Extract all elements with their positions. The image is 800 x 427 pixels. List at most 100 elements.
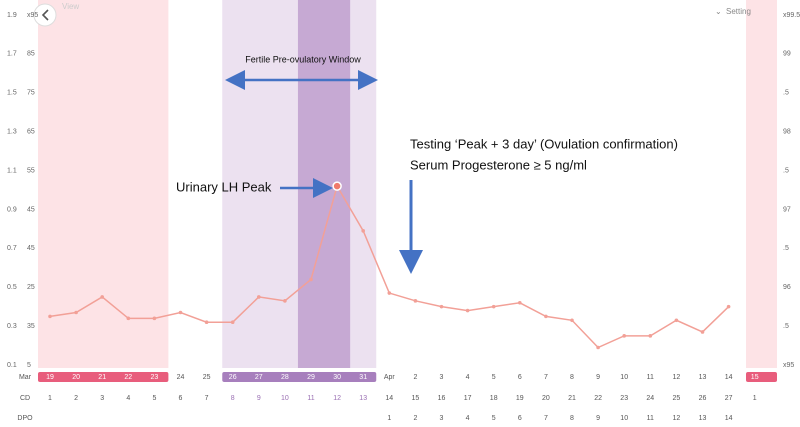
- cd-label: 4: [126, 395, 130, 402]
- cd-label: 6: [179, 395, 183, 402]
- cd-label: 27: [725, 395, 733, 402]
- dpo-label: 6: [518, 415, 522, 422]
- back-icon: [41, 9, 49, 21]
- y-scale-label: 25: [27, 284, 35, 291]
- cd-label: 14: [385, 395, 393, 402]
- date-label: 9: [596, 374, 600, 381]
- date-strip: [222, 372, 377, 382]
- y-tick-label: 0.9: [7, 206, 17, 213]
- lh-point: [204, 320, 209, 325]
- dpo-label: 5: [492, 415, 496, 422]
- y2-tick-label: .5: [783, 245, 789, 252]
- date-label: 16: [777, 374, 785, 381]
- y-scale-label: 55: [27, 167, 35, 174]
- cd-label: 1: [753, 395, 757, 402]
- cd-label: 22: [594, 395, 602, 402]
- month-label: Mar: [19, 374, 32, 381]
- y-scale-label: 65: [27, 129, 35, 136]
- cd-label: 5: [152, 395, 156, 402]
- y2-tick-label: 96: [783, 284, 791, 291]
- y-tick-label: 0.7: [7, 245, 17, 252]
- setting-button[interactable]: Setting: [726, 7, 751, 16]
- cd-label: 15: [412, 395, 420, 402]
- y-scale-label: 35: [27, 323, 35, 330]
- cd-label: 20: [542, 395, 550, 402]
- lh-point: [74, 310, 78, 315]
- date-label: 21: [98, 374, 106, 381]
- dpo-label: 7: [544, 415, 548, 422]
- cd-label: 25: [673, 395, 681, 402]
- y2-tick-label: .5: [783, 90, 789, 97]
- lh-point: [283, 299, 287, 303]
- cd-label: 3: [100, 395, 104, 402]
- date-label: Apr: [384, 374, 396, 381]
- cd-label: 8: [231, 395, 235, 402]
- lh-point: [622, 334, 626, 338]
- date-label: 19: [46, 374, 54, 381]
- lh-point: [257, 295, 261, 299]
- cd-label: 23: [620, 395, 628, 402]
- lh-point: [596, 345, 600, 350]
- back-button[interactable]: [33, 3, 57, 27]
- cd-label: 13: [359, 395, 367, 402]
- cd-label: 11: [307, 395, 314, 402]
- lh-point: [491, 304, 496, 309]
- lh-point: [152, 316, 157, 321]
- y-tick-label: 1.1: [7, 167, 17, 174]
- date-label: 24: [177, 374, 185, 381]
- y2-tick-label: 98: [783, 129, 791, 136]
- date-label: 15: [751, 374, 759, 381]
- dpo-label: 2: [413, 415, 417, 422]
- y2-tick-label: x99.5: [783, 12, 800, 19]
- date-label: 5: [492, 374, 496, 381]
- y-scale-label: 5: [27, 362, 31, 369]
- dpo-label: 11: [647, 415, 654, 422]
- y-tick-label: 1.5: [7, 90, 17, 97]
- date-label: 27: [255, 374, 263, 381]
- lh-point: [465, 308, 470, 313]
- dpo-label: 4: [466, 415, 470, 422]
- lh-point: [100, 295, 104, 299]
- date-label: 12: [673, 374, 681, 381]
- row-label: CD: [20, 395, 30, 402]
- date-label: 22: [124, 374, 132, 381]
- setting-chevron: ⌄: [715, 7, 722, 16]
- dpo-label: 12: [673, 415, 681, 422]
- date-label: 26: [229, 374, 237, 381]
- fertile-window-label: Fertile Pre-ovulatory Window: [245, 54, 361, 64]
- lh-peak-label: Urinary LH Peak: [176, 179, 272, 194]
- cd-label: 19: [516, 395, 524, 402]
- cd-label: 18: [490, 395, 498, 402]
- y2-tick-label: .5: [783, 167, 789, 174]
- date-label: 23: [151, 374, 159, 381]
- cd-label: 7: [205, 395, 209, 402]
- progesterone-label: Serum Progesterone ≥ 5 ng/ml: [410, 157, 587, 172]
- date-label: 6: [518, 374, 522, 381]
- lh-point: [674, 318, 679, 323]
- dpo-label: 1: [387, 415, 391, 422]
- y2-tick-label: 99: [783, 51, 791, 58]
- y-scale-label: x95: [27, 12, 38, 19]
- date-label: 13: [699, 374, 707, 381]
- cd-label: 9: [257, 395, 261, 402]
- cd-label: 21: [568, 395, 576, 402]
- y2-tick-label: .5: [783, 323, 789, 330]
- lh-point: [178, 310, 183, 315]
- y-scale-label: 45: [27, 245, 35, 252]
- lh-point: [332, 181, 342, 191]
- lh-point: [648, 334, 653, 338]
- date-label: 8: [570, 374, 574, 381]
- date-strip: [746, 372, 777, 382]
- lh-point: [700, 330, 705, 334]
- cd-label: 1: [48, 395, 52, 402]
- lh-point: [126, 316, 131, 321]
- lh-point: [48, 314, 52, 319]
- cd-label: 10: [281, 395, 289, 402]
- y-tick-label: 0.3: [7, 323, 17, 330]
- date-label: 11: [647, 374, 654, 381]
- y-tick-label: 0.1: [7, 362, 17, 369]
- y-scale-label: 75: [27, 90, 35, 97]
- lh-point: [518, 300, 522, 305]
- dpo-label: 10: [620, 415, 628, 422]
